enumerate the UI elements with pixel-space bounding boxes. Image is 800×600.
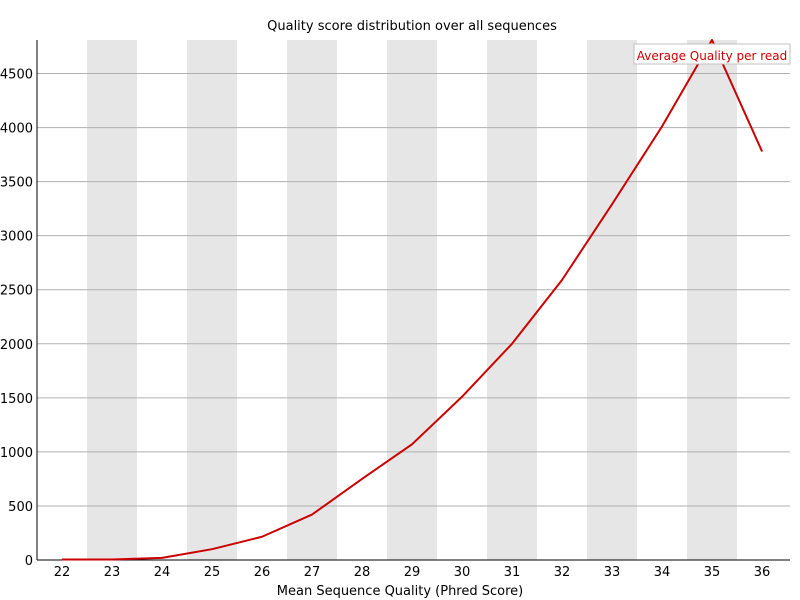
- data-point: [61, 558, 63, 560]
- legend-label: Average Quality per read: [637, 49, 788, 63]
- y-tick-label: 2000: [0, 338, 33, 353]
- band: [587, 40, 637, 560]
- data-point: [411, 443, 413, 445]
- data-point: [161, 557, 163, 559]
- band: [387, 40, 437, 560]
- series-layer: [61, 39, 763, 561]
- x-tick-label: 22: [54, 565, 71, 580]
- data-point: [711, 39, 713, 41]
- band: [487, 40, 537, 560]
- x-tick-label: 29: [404, 565, 421, 580]
- axes: [36, 40, 790, 561]
- alternating-bands: [87, 40, 737, 560]
- data-point: [311, 514, 313, 516]
- band: [187, 40, 237, 560]
- legend-box: [633, 43, 791, 65]
- y-tick-label: 1500: [0, 392, 33, 407]
- chart-title: Quality score distribution over all sequ…: [267, 19, 557, 34]
- x-tick-label: 32: [554, 565, 571, 580]
- data-point: [761, 150, 763, 152]
- x-tick-label: 28: [354, 565, 371, 580]
- y-tick-label: 0: [25, 554, 33, 569]
- x-tick-label: 33: [604, 565, 621, 580]
- band: [287, 40, 337, 560]
- y-tick-label: 1000: [0, 446, 33, 461]
- x-tick-label: 30: [454, 565, 471, 580]
- data-point: [561, 279, 563, 281]
- x-tick-labels: 22 23 24 25 26 27 28 29 30 31 32 33 34 35 36: [54, 565, 771, 580]
- data-point: [211, 548, 213, 550]
- data-point: [511, 343, 513, 345]
- legend: Average Quality per read: [633, 43, 791, 65]
- band: [87, 40, 137, 560]
- y-tick-labels: 0 500 1000 1500 2000 2500 3000 3500 4000 4500: [0, 68, 33, 569]
- data-point: [661, 125, 663, 127]
- data-point: [611, 203, 613, 205]
- y-tick-label: 2500: [0, 284, 33, 299]
- x-tick-label: 27: [304, 565, 321, 580]
- x-tick-label: 23: [104, 565, 121, 580]
- y-tick-label: 4000: [0, 122, 33, 137]
- y-tick-label: 4500: [0, 68, 33, 83]
- data-point: [111, 558, 113, 560]
- y-tick-label: 3500: [0, 176, 33, 191]
- band: [687, 40, 737, 560]
- y-gridlines: [37, 73, 790, 507]
- x-tick-label: 26: [254, 565, 271, 580]
- y-tick-label: 3000: [0, 230, 33, 245]
- x-axis-label: Mean Sequence Quality (Phred Score): [277, 584, 523, 599]
- y-tick-label: 500: [8, 500, 33, 515]
- x-tick-label: 36: [754, 565, 771, 580]
- x-tick-label: 25: [204, 565, 221, 580]
- x-tick-label: 31: [504, 565, 521, 580]
- x-tick-label: 34: [654, 565, 671, 580]
- data-point: [461, 396, 463, 398]
- x-tick-label: 35: [704, 565, 721, 580]
- x-tick-label: 24: [154, 565, 171, 580]
- data-point: [361, 478, 363, 480]
- data-point: [261, 536, 263, 538]
